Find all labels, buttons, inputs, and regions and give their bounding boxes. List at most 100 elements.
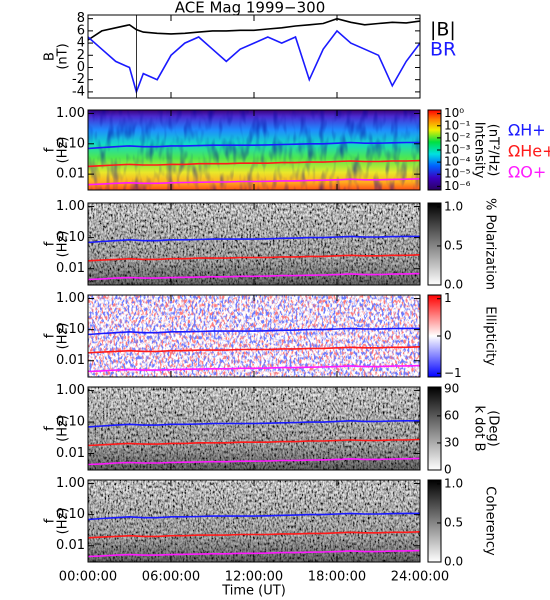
- legend-entry: BR: [430, 39, 456, 61]
- colorbar-tick-label: 10⁻³: [444, 143, 471, 157]
- y-tick-label: 0.01: [56, 261, 85, 276]
- y-tick-label: 0: [77, 60, 85, 75]
- x-axis-label: Time (UT): [221, 584, 286, 599]
- colorbar-label: Ellipticity: [483, 306, 498, 366]
- colorbar-tick-label: 10⁻²: [444, 130, 471, 144]
- colorbar-label: Coherency: [483, 486, 498, 556]
- y-tick-label: 0.01: [56, 538, 85, 553]
- legend-entry: |B|: [430, 19, 456, 41]
- colorbar-tick-label: 0.5: [444, 238, 463, 252]
- colorbar-tick-label: 0.0: [444, 555, 463, 569]
- y-axis-label: (Hz): [56, 508, 71, 535]
- colorbar-tick-label: −1: [444, 366, 462, 380]
- x-tick-label: 24:00:00: [391, 570, 449, 585]
- y-tick-label: 2: [77, 48, 85, 63]
- data-line: [87, 159, 421, 168]
- y-axis-label: (nT): [56, 43, 71, 69]
- y-tick-label: -4: [72, 84, 85, 99]
- y-tick-label: 1.00: [56, 199, 85, 214]
- y-axis-label: f: [43, 426, 58, 431]
- y-tick-label: 0.01: [56, 446, 85, 461]
- data-line: [87, 531, 421, 539]
- data-line: [87, 549, 421, 558]
- colorbar-tick-label: 1.0: [444, 199, 463, 213]
- colorbar-tick-label: 0: [444, 463, 452, 477]
- y-tick-label: 1.00: [56, 476, 85, 491]
- colorbar-tick-label: 0: [444, 329, 452, 343]
- data-line: [87, 272, 421, 281]
- data-line: [87, 29, 421, 95]
- colorbar: [427, 479, 442, 563]
- colorbar-label: k dot B: [472, 405, 487, 451]
- data-line: [87, 438, 421, 447]
- data-line: [87, 254, 421, 262]
- x-tick-label: 12:00:00: [225, 570, 283, 585]
- plot-frame: [88, 15, 420, 98]
- y-axis-label: (Hz): [56, 231, 71, 258]
- y-axis-label: f: [43, 333, 58, 338]
- colorbar-label: (nT²/Hz): [486, 124, 501, 177]
- y-axis-label: f: [43, 147, 58, 152]
- y-tick-label: 0.01: [56, 353, 85, 368]
- colorbar-tick-label: 10⁻¹: [444, 118, 471, 132]
- colorbar-tick-label: 10⁻⁶: [444, 179, 471, 193]
- colorbar-tick-label: 60: [444, 408, 459, 422]
- colorbar-tick-label: 1: [444, 291, 452, 305]
- colorbar-tick-label: 90: [444, 381, 459, 395]
- data-line: [87, 457, 421, 466]
- x-tick-label: 00:00:00: [59, 570, 117, 585]
- colorbar: [427, 202, 442, 286]
- y-axis-label: (Hz): [56, 415, 71, 442]
- x-tick-label: 18:00:00: [308, 570, 366, 585]
- y-tick-label: -2: [72, 72, 85, 87]
- y-tick-label: 0.10: [56, 136, 85, 151]
- y-axis-label: (Hz): [56, 137, 71, 164]
- y-tick-label: 0.10: [56, 230, 85, 245]
- y-axis-label: f: [43, 518, 58, 523]
- y-axis-label: B: [43, 52, 58, 61]
- legend-entry: ΩH+: [508, 121, 546, 140]
- y-tick-label: 0.10: [56, 322, 85, 337]
- colorbar-label: % Polarization: [483, 198, 498, 290]
- spectrogram-shade: [88, 203, 420, 285]
- y-tick-label: 1.00: [56, 106, 85, 121]
- spectrogram-shade: [88, 480, 420, 562]
- colorbar-tick-label: 10⁻⁵: [444, 167, 471, 181]
- y-tick-label: 4: [77, 36, 85, 51]
- legend-entry: ΩO+: [508, 163, 546, 182]
- spectrogram-shade: [88, 387, 420, 470]
- chart-title: ACE Mag 1999−300: [175, 0, 326, 17]
- data-line: [87, 419, 420, 428]
- colorbar-tick-label: 1.0: [444, 476, 463, 490]
- y-tick-label: 0.10: [56, 507, 85, 522]
- y-tick-label: 1.00: [56, 383, 85, 398]
- y-axis-label: (Hz): [56, 323, 71, 350]
- data-line: [87, 235, 420, 244]
- colorbar-tick-label: 10⁻⁴: [444, 155, 471, 169]
- x-tick-label: 06:00:00: [142, 570, 200, 585]
- y-tick-label: 6: [77, 23, 85, 38]
- colorbar-tick-label: 0.5: [444, 515, 463, 529]
- data-line: [87, 346, 421, 354]
- legend-entry: ΩHe+: [508, 142, 550, 161]
- y-axis-label: f: [43, 241, 58, 246]
- spectrogram-texture: [88, 295, 420, 377]
- spectrogram-texture: [88, 110, 420, 190]
- colorbar-label: Intensity: [472, 122, 487, 179]
- data-line: [87, 178, 421, 186]
- data-line: [87, 17, 421, 41]
- y-tick-label: 0.10: [56, 415, 85, 430]
- colorbar-tick-label: 10⁰: [444, 106, 464, 120]
- colorbar-tick-label: 30: [444, 435, 459, 449]
- colorbar-label: (Deg): [486, 410, 501, 446]
- colorbar: [427, 386, 442, 471]
- y-tick-label: 1.00: [56, 291, 85, 306]
- y-tick-label: 8: [77, 11, 85, 26]
- colorbar-tick-label: 0.0: [444, 278, 463, 292]
- data-line: [87, 327, 420, 336]
- data-line: [87, 512, 420, 521]
- data-line: [87, 364, 421, 373]
- data-line: [87, 141, 420, 150]
- y-tick-label: 0.01: [56, 167, 85, 182]
